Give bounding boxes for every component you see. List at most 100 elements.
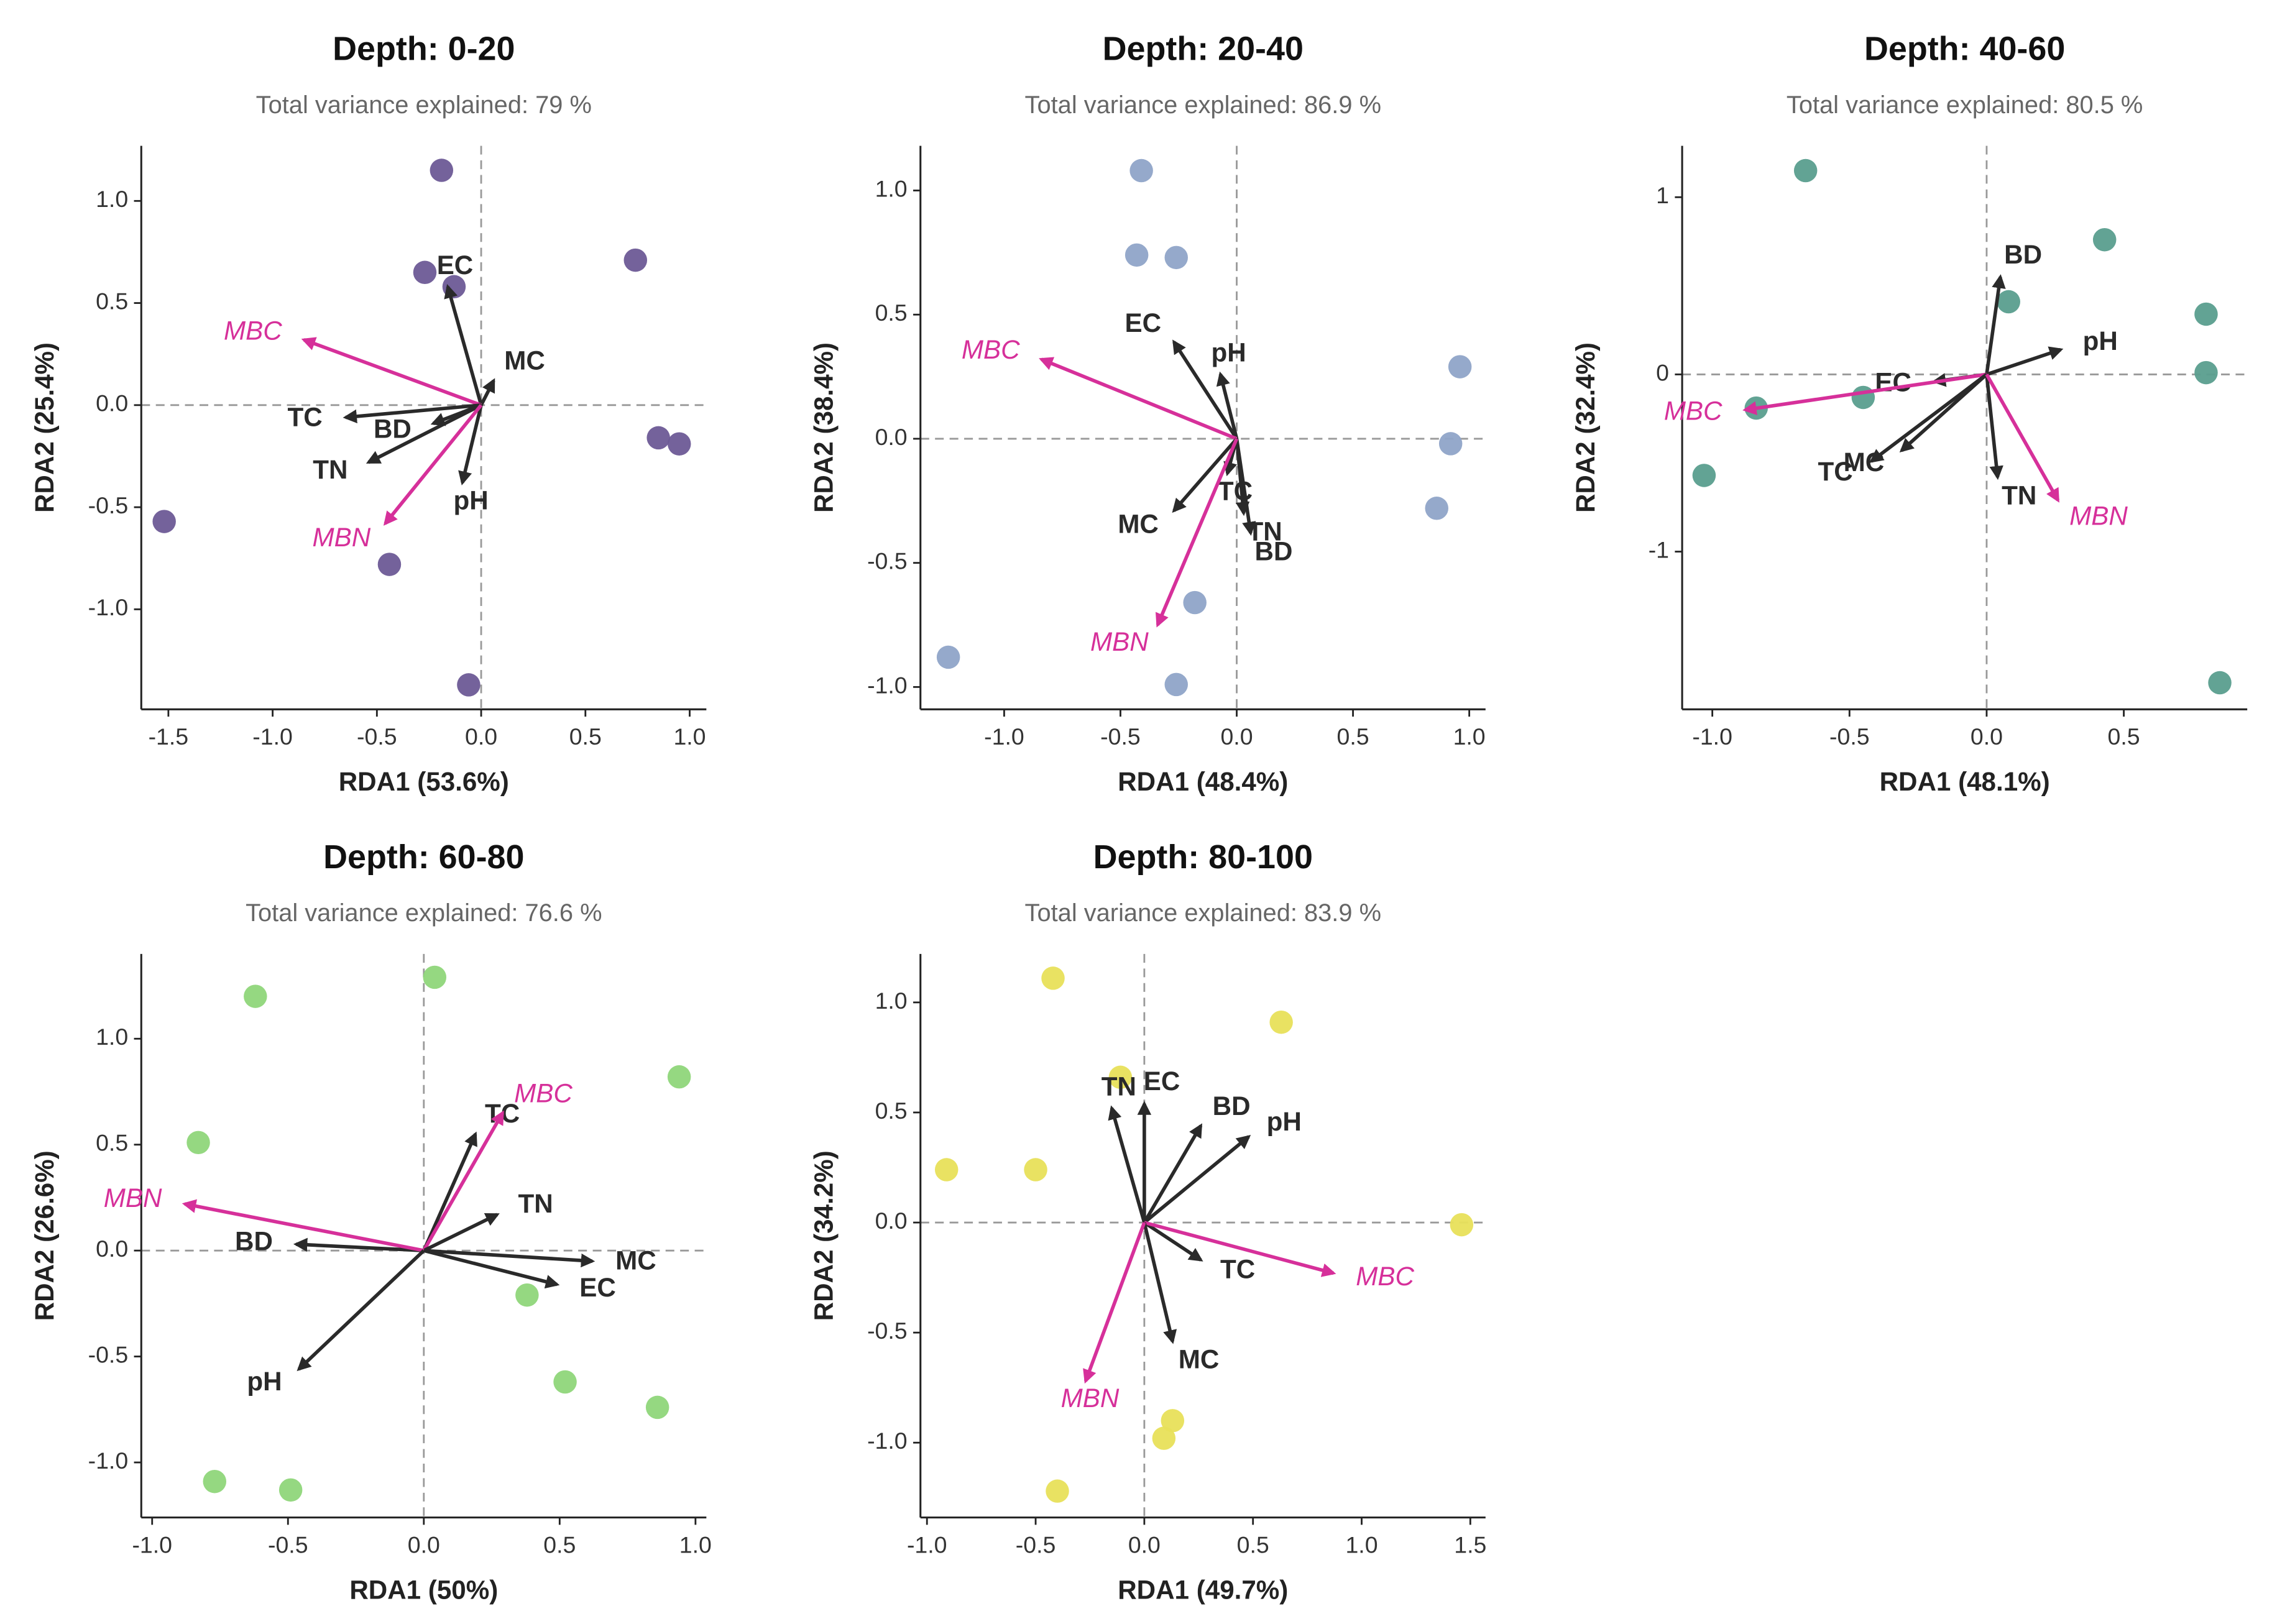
sample-point xyxy=(667,432,691,456)
vector-arrow xyxy=(1144,1221,1336,1277)
y-tick-label: 1.0 xyxy=(875,988,908,1014)
vector-label: MC xyxy=(1844,447,1885,477)
vector-arrow xyxy=(423,1249,596,1268)
y-tick-label: 1.0 xyxy=(96,186,128,212)
x-tick-label: 0.5 xyxy=(1237,1531,1269,1557)
vector-arrow xyxy=(1985,274,2006,375)
y-axis-label: RDA2 (25.4%) xyxy=(30,342,59,513)
vector-arrow xyxy=(1985,374,2060,503)
vector-arrow xyxy=(1143,1221,1203,1262)
x-tick-label: -0.5 xyxy=(268,1531,308,1557)
vector-arrow xyxy=(297,1249,425,1372)
sample-point xyxy=(203,1469,227,1493)
sample-point xyxy=(2092,227,2117,252)
y-tick-label: 0.5 xyxy=(96,288,128,314)
sample-point xyxy=(1152,1426,1176,1450)
panel-subtitle: Total variance explained: 83.9 % xyxy=(1025,899,1381,927)
vector-arrow xyxy=(423,1213,500,1252)
vector-arrow xyxy=(423,1249,560,1289)
y-tick-label: 1.0 xyxy=(875,175,908,201)
vector-label: TN xyxy=(2002,481,2036,510)
sample-point xyxy=(152,510,176,533)
vector-arrow xyxy=(1143,1222,1177,1344)
sample-point xyxy=(377,553,402,576)
vector-label: pH xyxy=(1211,337,1246,367)
sample-point xyxy=(1692,464,1716,487)
sample-point xyxy=(1450,1213,1474,1237)
vector-label: MBN xyxy=(1090,627,1149,656)
x-tick-label: 0.5 xyxy=(569,723,602,750)
sample-point xyxy=(413,260,437,285)
sample-point xyxy=(623,248,648,272)
sample-point xyxy=(2194,302,2218,326)
vector-label: MBN xyxy=(312,523,370,552)
sample-point xyxy=(645,1395,669,1420)
y-tick-label: -0.5 xyxy=(88,492,129,518)
vector-label: BD xyxy=(374,414,412,443)
vector-arrow xyxy=(1742,372,1987,415)
panel-subtitle: Total variance explained: 79 % xyxy=(256,91,592,119)
y-axis-label: RDA2 (34.2%) xyxy=(809,1150,839,1321)
sample-point xyxy=(1448,355,1472,378)
x-tick-label: -0.5 xyxy=(357,723,397,750)
sample-point xyxy=(1125,243,1149,267)
sample-point xyxy=(186,1131,210,1155)
panel-title: Depth: 0-20 xyxy=(333,30,515,68)
vector-label: EC xyxy=(1144,1067,1180,1096)
vector-label: pH xyxy=(2083,326,2118,356)
panel-title: Depth: 80-100 xyxy=(1093,838,1313,876)
vector-arrow xyxy=(422,1131,477,1252)
sample-point xyxy=(667,1065,691,1089)
sample-point xyxy=(430,158,454,182)
vector-label: TC xyxy=(287,403,322,432)
vector-label: MC xyxy=(615,1246,656,1275)
y-tick-label: 1 xyxy=(1656,182,1669,208)
vector-label: EC xyxy=(1875,367,1911,397)
vector-label: MBN xyxy=(104,1183,162,1213)
y-tick-label: 0.5 xyxy=(96,1130,128,1156)
x-tick-label: -1.0 xyxy=(252,723,293,750)
vector-arrow xyxy=(1172,438,1238,513)
vector-arrow xyxy=(383,404,483,526)
vector-arrow xyxy=(1899,373,1988,453)
x-tick-label: -1.0 xyxy=(907,1531,947,1557)
vector-arrow xyxy=(479,378,495,406)
x-tick-label: 1.0 xyxy=(673,723,706,750)
vector-label: TN xyxy=(313,455,347,484)
panel-title: Depth: 40-60 xyxy=(1864,30,2065,68)
x-tick-label: 0.5 xyxy=(543,1531,576,1557)
vector-arrow xyxy=(1172,339,1238,440)
x-axis-label: RDA1 (50%) xyxy=(349,1575,498,1604)
sample-point xyxy=(934,1158,959,1181)
sample-point xyxy=(1997,290,2020,314)
vector-label: MC xyxy=(504,346,545,375)
vector-label: TN xyxy=(518,1189,553,1218)
y-tick-label: -0.5 xyxy=(88,1342,129,1368)
sample-point xyxy=(1041,966,1065,990)
vector-label: pH xyxy=(247,1367,282,1396)
sample-point xyxy=(1046,1479,1069,1503)
sample-point xyxy=(646,426,670,450)
vector-label: BD xyxy=(235,1226,273,1255)
x-tick-label: 0.0 xyxy=(408,1531,440,1557)
vector-arrow xyxy=(1869,373,1988,463)
panel-title: Depth: 60-80 xyxy=(323,838,524,876)
sample-point xyxy=(1851,385,1875,410)
x-tick-label: -0.5 xyxy=(1829,723,1870,750)
vector-arrow xyxy=(1108,1105,1146,1223)
vector-arrow xyxy=(1985,374,2003,480)
x-tick-label: 0.0 xyxy=(1128,1531,1161,1557)
panel-subtitle: Total variance explained: 80.5 % xyxy=(1787,91,2143,119)
vector-label: MBC xyxy=(962,335,1020,364)
vector-label: TC xyxy=(1818,457,1852,486)
sample-point xyxy=(244,984,267,1008)
y-tick-label: 0.0 xyxy=(96,390,128,416)
sample-point xyxy=(1108,1065,1133,1090)
sample-point xyxy=(1269,1010,1293,1034)
vector-arrow xyxy=(182,1199,425,1252)
vector-arrow xyxy=(1986,346,2064,377)
x-axis-label: RDA1 (49.7%) xyxy=(1118,1575,1288,1604)
vector-arrow xyxy=(1039,357,1238,441)
sample-point xyxy=(1024,1158,1047,1181)
